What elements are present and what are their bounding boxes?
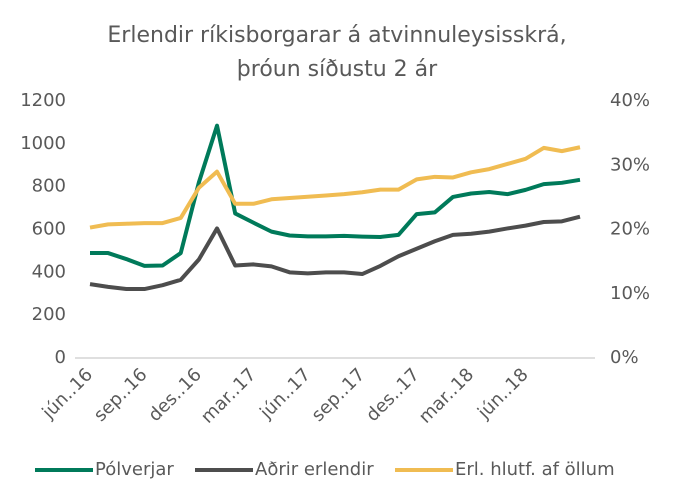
- chart-title: Erlendir ríkisborgarar á atvinnuleysissk…: [107, 23, 566, 48]
- y2-tick-label: 0%: [610, 347, 639, 368]
- x-tick-label: des..16: [144, 364, 206, 426]
- x-tick-label: jún..17: [255, 364, 315, 424]
- y2-tick-label: 30%: [610, 154, 650, 175]
- y2-tick-label: 10%: [610, 283, 650, 304]
- y-tick-label: 600: [32, 219, 66, 240]
- y-tick-label: 800: [32, 176, 66, 197]
- legend-label: Aðrir erlendir: [255, 459, 374, 480]
- legend-label: Pólverjar: [95, 459, 174, 480]
- y-tick-label: 1000: [20, 133, 66, 154]
- x-tick-label: mar..17: [197, 364, 260, 427]
- y-tick-label: 200: [32, 304, 66, 325]
- line-series: [90, 123, 581, 268]
- line-series: [89, 214, 581, 292]
- y-tick-label: 0: [55, 347, 66, 368]
- x-tick-label: jún..18: [473, 364, 533, 424]
- legend-label: Erl. hlutf. af öllum: [455, 459, 615, 480]
- y-tick-label: 400: [32, 261, 66, 282]
- x-tick-label: sep..16: [90, 364, 152, 426]
- x-tick-label: jún..16: [38, 364, 98, 424]
- chart-title: þróun síðustu 2 ár: [237, 57, 438, 82]
- y2-tick-label: 40%: [610, 90, 650, 111]
- x-tick-label: mar..18: [415, 364, 478, 427]
- line-series: [89, 145, 581, 230]
- x-tick-label: sep..17: [308, 364, 370, 426]
- y2-tick-label: 20%: [610, 219, 650, 240]
- y-tick-label: 1200: [20, 90, 66, 111]
- x-tick-label: des..17: [362, 364, 424, 426]
